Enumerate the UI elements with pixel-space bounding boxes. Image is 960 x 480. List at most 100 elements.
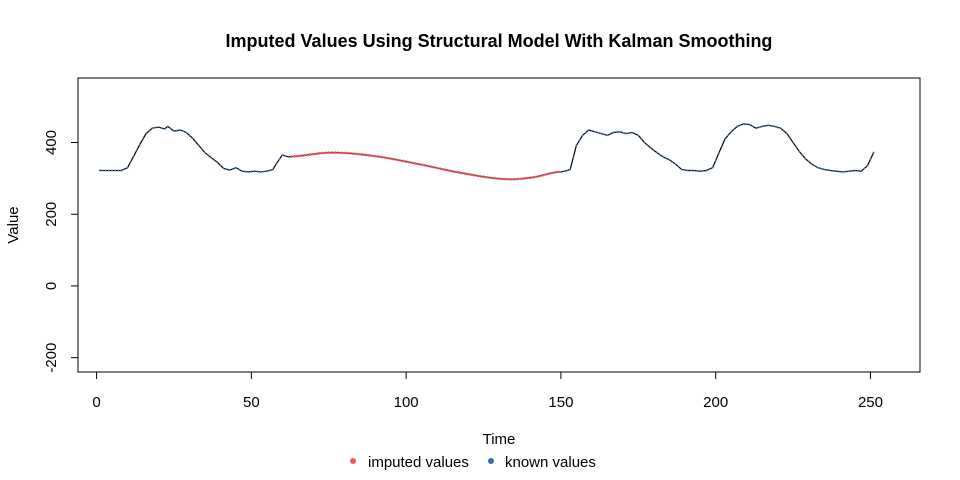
known-point	[829, 169, 832, 172]
known-point	[163, 128, 166, 130]
imputed-point	[441, 168, 445, 171]
imputed-point	[346, 151, 349, 155]
imputed-point	[417, 162, 420, 166]
known-point	[262, 170, 265, 173]
known-point	[779, 127, 782, 130]
imputed-point	[383, 156, 386, 159]
known-point	[154, 126, 157, 129]
known-point	[603, 133, 606, 136]
known-point	[702, 169, 705, 172]
known-point	[751, 125, 754, 128]
imputed-point	[296, 154, 300, 158]
known-point	[686, 169, 689, 172]
known-point	[761, 125, 764, 128]
known-point	[813, 164, 816, 167]
chart-title: Imputed Values Using Structural Model Wi…	[226, 31, 773, 51]
imputed-point	[435, 166, 439, 170]
imputed-point	[466, 172, 470, 176]
known-point	[748, 123, 751, 126]
known-point	[696, 169, 699, 172]
known-point	[866, 164, 869, 167]
imputed-point	[324, 151, 327, 155]
imputed-point	[500, 177, 504, 181]
known-point	[104, 169, 107, 172]
known-point	[151, 127, 154, 130]
known-point	[634, 133, 637, 135]
known-point	[810, 163, 813, 165]
known-point	[826, 169, 829, 171]
known-point	[683, 169, 686, 171]
known-point	[776, 126, 779, 129]
x-tick-label: 200	[703, 394, 728, 411]
imputed-point	[528, 176, 532, 180]
known-point	[578, 139, 581, 142]
x-tick-label: 100	[394, 394, 419, 411]
imputed-point	[330, 151, 334, 154]
known-point	[120, 169, 123, 172]
imputed-point	[513, 177, 516, 181]
known-point	[241, 170, 243, 173]
known-point	[659, 153, 661, 156]
imputed-point	[386, 156, 389, 160]
x-tick-label: 250	[858, 394, 883, 411]
known-point	[680, 168, 683, 171]
imputed-point	[531, 176, 535, 179]
imputed-point	[448, 169, 451, 172]
known-point	[637, 134, 640, 137]
known-point	[625, 132, 627, 135]
known-point	[745, 123, 748, 126]
imputed-point	[516, 177, 519, 181]
imputed-point	[411, 161, 414, 165]
known-point	[281, 154, 284, 156]
known-point	[265, 170, 268, 173]
known-point	[690, 169, 692, 172]
known-point	[699, 170, 702, 173]
imputed-point	[460, 171, 464, 175]
known-point	[210, 156, 213, 159]
known-point	[166, 125, 169, 128]
known-point	[575, 144, 578, 147]
imputed-point	[423, 164, 427, 167]
known-point	[182, 130, 185, 133]
x-tick-label: 150	[548, 394, 573, 411]
imputed-point	[550, 171, 553, 175]
known-point	[145, 132, 148, 135]
known-point	[764, 124, 767, 127]
known-point	[581, 134, 584, 137]
y-tick-label: 0	[43, 282, 60, 290]
known-point	[594, 130, 596, 133]
imputed-point	[352, 152, 355, 155]
imputed-point	[336, 151, 340, 154]
known-point	[197, 144, 200, 147]
known-point	[767, 124, 770, 127]
imputed-point	[380, 155, 383, 159]
known-point	[869, 158, 872, 161]
imputed-point	[556, 170, 560, 174]
known-point	[173, 130, 175, 132]
known-point	[179, 129, 182, 131]
legend-marker-imputed	[350, 458, 356, 464]
known-point	[736, 125, 739, 128]
imputed-point	[315, 152, 318, 156]
imputed-point	[404, 160, 408, 163]
known-point	[191, 137, 194, 140]
known-point	[569, 168, 572, 171]
imputed-point	[432, 165, 436, 169]
legend-label-imputed: imputed values	[368, 454, 469, 471]
known-point	[250, 170, 253, 173]
known-point	[643, 141, 646, 144]
imputed-point	[488, 176, 492, 179]
imputed-point	[299, 154, 303, 158]
imputed-point	[534, 175, 538, 179]
known-point	[114, 169, 117, 172]
known-point	[247, 171, 250, 173]
known-point	[711, 166, 714, 169]
known-point	[717, 152, 720, 155]
known-point	[269, 169, 271, 172]
imputed-point	[519, 177, 522, 181]
imputed-point	[494, 177, 498, 180]
imputed-point	[318, 152, 321, 155]
known-point	[844, 170, 847, 173]
known-point	[563, 170, 565, 173]
y-tick-label: 200	[43, 202, 60, 227]
